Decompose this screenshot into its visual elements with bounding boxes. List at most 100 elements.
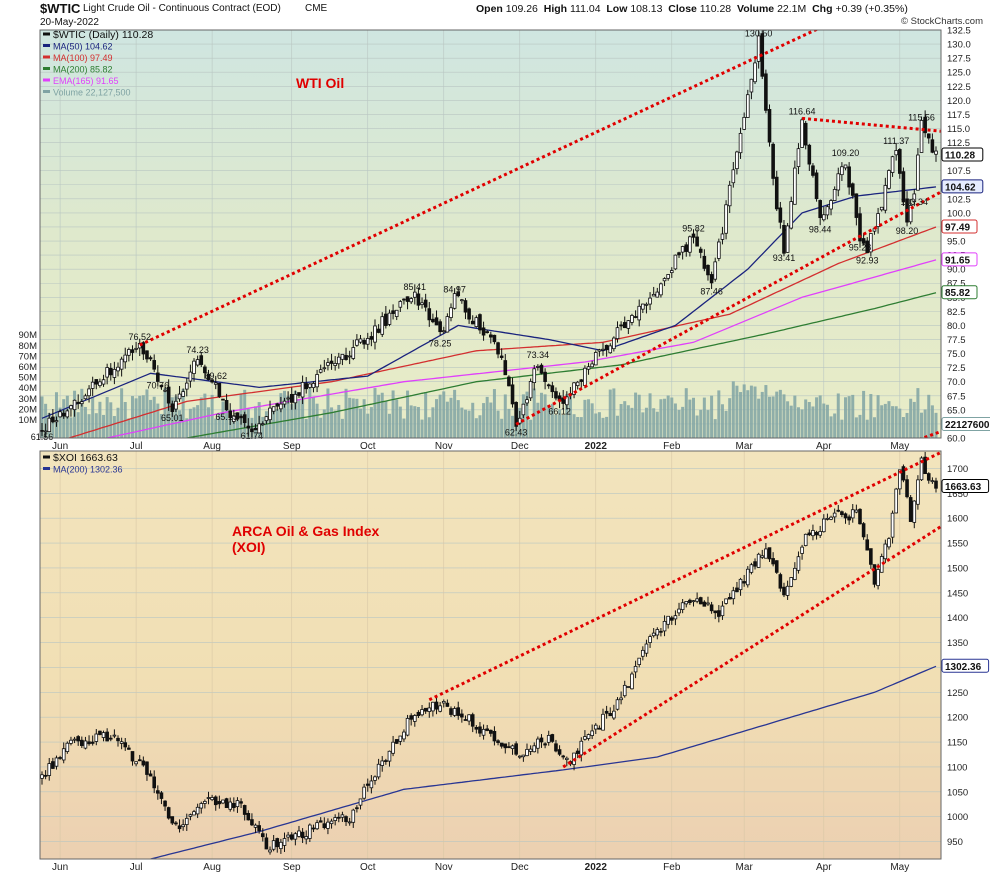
volume-bar: [355, 398, 359, 438]
xoi-candle-body: [550, 734, 555, 742]
volume-bar: [724, 410, 728, 438]
wti-y-tick-label: 130.0: [947, 40, 971, 51]
wti-legend-swatch: [43, 55, 50, 59]
volume-bar: [217, 412, 221, 438]
xoi-candle-body: [130, 751, 135, 762]
volume-bar: [120, 388, 124, 438]
wti-value-label: 85.82: [945, 288, 970, 299]
volume-bar: [887, 401, 891, 438]
volume-bar: [445, 401, 449, 438]
xoi-candle-body: [409, 715, 413, 720]
volume-bar: [876, 395, 880, 438]
volume-bar: [576, 417, 580, 438]
volume-bar: [261, 416, 265, 438]
wti-candle-body: [706, 264, 710, 276]
volume-bar: [840, 419, 844, 438]
wti-candle-body: [756, 35, 761, 62]
volume-bar: [862, 390, 866, 438]
xoi-candle-body: [449, 708, 453, 715]
wti-candle-body: [199, 355, 204, 365]
wti-candle-body: [271, 406, 276, 412]
price-annotation: 61.74: [241, 431, 264, 441]
wti-candle-body: [228, 410, 233, 419]
wti-candle-body: [58, 411, 62, 418]
wti-candle-body: [593, 352, 598, 366]
wti-y-tick-label: 132.5: [947, 26, 971, 37]
volume-bar: [492, 389, 496, 438]
xoi-candle-body: [814, 531, 819, 536]
xoi-candle-body: [478, 726, 482, 734]
volume-bar: [764, 385, 768, 438]
xoi-candle-body: [362, 786, 366, 799]
wti-candle-body: [800, 119, 804, 148]
xoi-candle-body: [289, 834, 294, 840]
xoi-candle-body: [116, 737, 120, 742]
xoi-candle-body: [463, 719, 468, 721]
volume-bar: [409, 405, 413, 438]
wti-candle-body: [232, 415, 236, 422]
wti-candle-body: [543, 371, 547, 382]
volume-bar: [83, 406, 87, 438]
volume-bar: [927, 394, 931, 438]
xoi-candle-body: [539, 737, 544, 743]
wti-candle-body: [565, 396, 569, 406]
xoi-candle-body: [203, 801, 207, 804]
wti-y-tick-label: 100.0: [947, 208, 971, 219]
wti-x-tick-label: Jul: [130, 441, 143, 452]
xoi-candle-body: [311, 827, 316, 830]
wti-candle-body: [691, 233, 696, 238]
brand-watermark[interactable]: © StockCharts.com: [901, 16, 983, 27]
price-annotation: 95.82: [682, 223, 705, 233]
xoi-trendline: [562, 524, 941, 769]
xoi-candle-body: [108, 737, 113, 740]
wti-candle-body: [901, 171, 906, 203]
wti-candle-body: [662, 278, 667, 282]
xoi-candle-body: [619, 697, 623, 701]
wti-trendline: [515, 190, 941, 426]
wti-value-badge: [941, 285, 978, 300]
xoi-candle-body: [858, 508, 862, 525]
wti-candle-body: [69, 405, 73, 410]
wti-candle-body: [156, 372, 160, 382]
wti-candle-body: [926, 133, 931, 139]
xoi-panel-frame: [39, 450, 942, 860]
volume-bar: [630, 407, 634, 438]
volume-bar: [594, 413, 598, 438]
volume-bar: [717, 390, 721, 438]
volume-bar: [322, 409, 326, 438]
xoi-candle-body: [771, 558, 775, 565]
wti-y-tick-label: 60.0: [947, 434, 966, 445]
xoi-candle-body: [405, 718, 410, 736]
xoi-candle-body: [264, 837, 269, 850]
volume-bar: [872, 417, 876, 438]
xoi-x-tick-label: Oct: [360, 862, 376, 873]
volume-bar: [587, 399, 591, 438]
volume-bar: [829, 416, 833, 438]
xoi-candle-body: [282, 838, 287, 846]
volume-bar: [597, 412, 601, 438]
volume-tick-label: 60M: [19, 362, 38, 373]
wti-candle-body: [391, 310, 395, 314]
volume-tick-label: 20M: [19, 404, 38, 415]
volume-bar: [623, 401, 627, 438]
volume-bar: [380, 392, 384, 438]
xoi-y-tick-label: 1350: [947, 638, 968, 649]
wti-value-label: 97.49: [945, 223, 970, 234]
price-annotation: 87.46: [700, 286, 723, 296]
xoi-trendline: [428, 451, 941, 702]
wti-candle-body: [481, 327, 486, 336]
xoi-y-tick-label: 1400: [947, 613, 968, 624]
volume-bar: [225, 402, 229, 438]
wti-y-tick-label: 120.0: [947, 96, 971, 107]
volume-bar: [818, 395, 822, 438]
volume-bar: [775, 391, 779, 438]
volume-bar: [170, 397, 174, 438]
price-annotation: 65.15: [215, 412, 238, 422]
volume-bar: [833, 413, 837, 438]
xoi-candle-body: [912, 500, 917, 523]
xoi-candle-body: [344, 816, 348, 823]
xoi-candle-body: [691, 600, 696, 603]
high-label: High: [543, 3, 568, 15]
xoi-candle-body: [199, 803, 204, 809]
